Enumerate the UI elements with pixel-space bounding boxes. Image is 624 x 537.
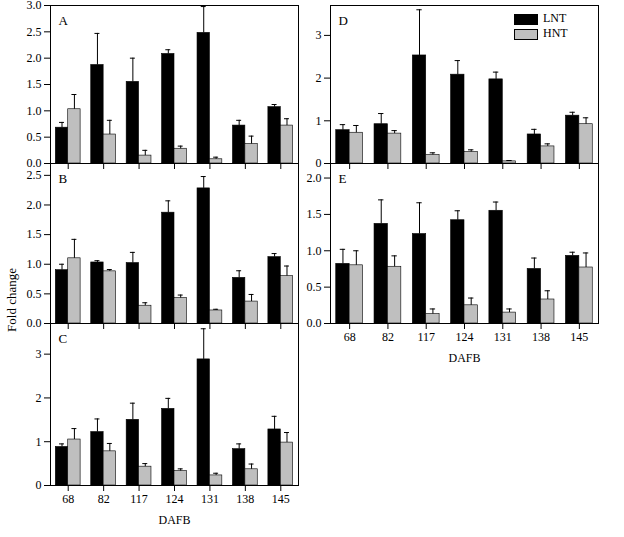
svg-text:0.0: 0.0 [307,316,322,330]
svg-text:0: 0 [36,478,42,492]
svg-text:0.0: 0.0 [27,316,42,330]
svg-text:1.0: 1.0 [27,257,42,271]
svg-text:1.5: 1.5 [27,77,42,91]
svg-text:D: D [339,13,348,28]
html-text:HNT: HNT [543,26,568,40]
svg-text:1.5: 1.5 [27,227,42,241]
svg-text:2: 2 [36,391,42,405]
svg-text:145: 145 [272,492,290,506]
svg-text:0: 0 [316,156,322,170]
svg-text:68: 68 [344,330,356,344]
svg-text:2.5: 2.5 [27,168,42,182]
html-text:Fold change: Fold change [4,268,19,332]
svg-text:0.5: 0.5 [27,130,42,144]
svg-text:0.5: 0.5 [27,287,42,301]
svg-text:0.0: 0.0 [26,156,42,171]
svg-text:2: 2 [316,71,322,85]
svg-text:0.5: 0.5 [307,280,322,294]
html-text:LNT: LNT [543,11,567,25]
svg-text:138: 138 [236,492,254,506]
svg-text:3.0: 3.0 [27,0,42,12]
svg-text:2.0: 2.0 [307,171,322,185]
svg-text:117: 117 [417,330,435,344]
svg-text:2.0: 2.0 [27,51,42,65]
svg-text:DAFB: DAFB [448,351,480,365]
svg-text:3: 3 [36,347,42,361]
svg-text:124: 124 [456,330,474,344]
svg-text:1.0: 1.0 [307,244,322,258]
svg-text:2.5: 2.5 [27,25,42,39]
svg-text:DAFB: DAFB [158,513,190,527]
svg-text:3: 3 [316,28,322,42]
svg-text:131: 131 [494,330,512,344]
svg-text:68: 68 [62,492,74,506]
svg-text:145: 145 [570,330,588,344]
svg-text:B: B [59,171,68,186]
svg-text:C: C [59,331,68,346]
svg-text:1.0: 1.0 [27,104,42,118]
svg-text:131: 131 [201,492,219,506]
svg-text:1: 1 [316,114,322,128]
svg-text:E: E [339,171,347,186]
svg-text:138: 138 [532,330,550,344]
svg-text:1: 1 [36,435,42,449]
svg-text:124: 124 [166,492,184,506]
svg-text:2.0: 2.0 [27,198,42,212]
svg-text:1.5: 1.5 [307,207,322,221]
svg-text:82: 82 [382,330,394,344]
svg-text:117: 117 [130,492,148,506]
svg-text:82: 82 [98,492,110,506]
svg-text:A: A [59,13,69,28]
